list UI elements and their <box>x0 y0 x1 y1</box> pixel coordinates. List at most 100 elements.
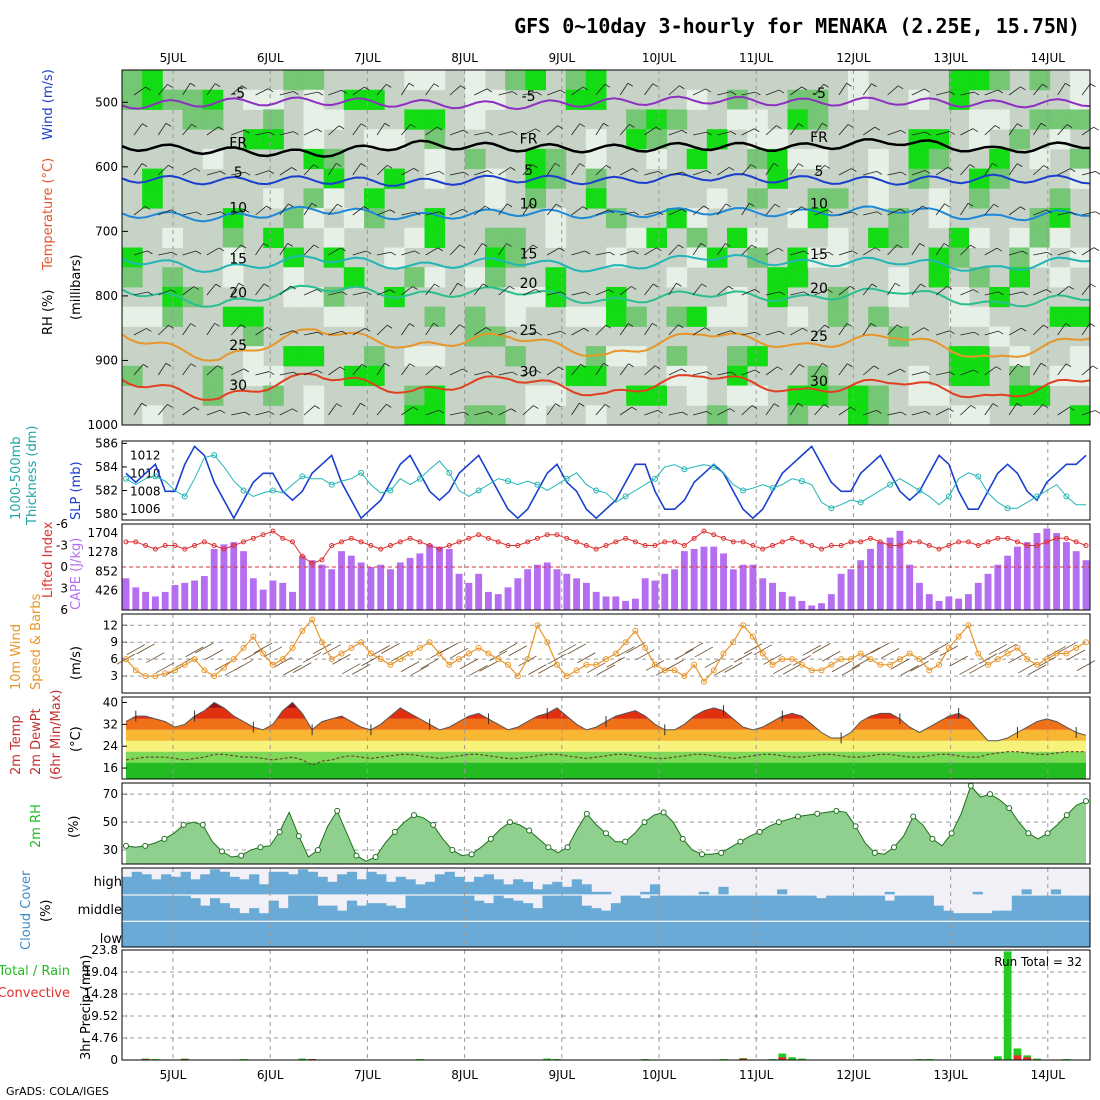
rh-cell <box>948 306 970 327</box>
cape-bar <box>210 548 218 610</box>
wind-barb-flag <box>847 363 853 368</box>
wind-barb <box>936 131 950 136</box>
cloud-cell <box>1021 889 1032 895</box>
rh-cell <box>928 148 950 170</box>
wind-barb <box>790 86 802 96</box>
cloud-cell <box>767 895 778 921</box>
rh-marker <box>315 847 321 854</box>
lifted-index-marker <box>260 532 266 538</box>
wind-barb <box>206 170 221 176</box>
wind-barb-flag <box>390 251 397 256</box>
wind-barb <box>376 84 387 96</box>
rh-cell <box>404 109 425 130</box>
wind-barb <box>741 128 755 136</box>
cloud-cell <box>434 874 446 895</box>
wind-speed-marker <box>1014 644 1021 651</box>
wind-barb-flag <box>512 371 518 376</box>
wind-barb <box>182 250 197 256</box>
wind-barb-flag <box>338 125 345 130</box>
cape-bar <box>641 578 649 610</box>
wind-barb <box>838 168 852 176</box>
rh-cell <box>545 148 567 170</box>
wind-barb <box>255 327 268 336</box>
y-tick-label: 580 <box>95 507 118 521</box>
wind-barb <box>546 403 556 416</box>
wind-barb <box>255 371 270 376</box>
thickness-marker <box>975 473 982 480</box>
lifted-index-marker <box>466 535 472 541</box>
rh-marker <box>487 835 494 842</box>
wind-barb-flag <box>944 203 950 208</box>
thickness-marker <box>475 487 482 494</box>
lifted-index-marker <box>848 539 854 545</box>
rh-marker <box>1025 830 1032 837</box>
wind-barb-flag <box>536 331 542 336</box>
wind-barb <box>381 642 400 654</box>
rh-cell <box>505 306 526 327</box>
wind-barb-flag <box>774 203 781 208</box>
cape-bar <box>553 569 561 610</box>
cape-bar <box>1072 551 1080 610</box>
cloud-cell <box>200 874 211 895</box>
wind-barb <box>911 327 924 336</box>
wind-barb <box>230 283 240 296</box>
cloud-cell <box>415 895 426 921</box>
wind-barb <box>765 366 778 376</box>
wind-barb <box>988 644 1008 655</box>
slp-ylabel: SLP (mb) <box>69 461 84 520</box>
cloud-cell <box>522 903 534 921</box>
wind-barb <box>619 124 630 136</box>
wind-barb-flag <box>803 291 810 296</box>
wind-barb <box>182 211 197 216</box>
cloud-cell <box>650 921 661 947</box>
rh-cell <box>585 365 607 387</box>
wind-barb <box>328 125 340 136</box>
wind-barb-flag <box>530 202 536 207</box>
cloud-cell <box>571 879 582 895</box>
wind-barb <box>1008 363 1019 376</box>
cape-bar <box>338 551 345 610</box>
rh-area <box>126 785 1086 864</box>
cloud-cell <box>131 895 142 921</box>
cloud-cell <box>229 921 240 947</box>
y-tick-label: 12 <box>103 618 118 632</box>
rh-cell <box>323 109 345 130</box>
cloud-cell <box>865 895 876 921</box>
rh-cell <box>283 267 304 288</box>
wind-barb <box>522 164 533 176</box>
lifted-index-marker <box>280 535 286 541</box>
cape-bar <box>769 582 776 610</box>
credit: GrADS: COLA/IGES <box>6 1085 109 1098</box>
wind-barb-flag <box>631 286 637 290</box>
rh-cell <box>1049 365 1071 387</box>
isotherm-label: -5 <box>522 89 536 105</box>
rh-cell <box>485 188 506 209</box>
wind-barb <box>1033 165 1044 176</box>
wind-barb-flag <box>361 363 368 368</box>
wind-barb <box>425 365 437 376</box>
wind-barb <box>303 203 313 216</box>
wind-barb-flag <box>657 211 664 216</box>
isotherm-label: 5 <box>234 165 243 181</box>
wind-barb <box>158 289 172 296</box>
rh-marker <box>161 835 168 842</box>
wind-barb-flag <box>364 86 370 91</box>
wind-speed-marker <box>544 639 551 646</box>
rh-marker <box>1083 798 1089 805</box>
rh-cell <box>565 306 587 327</box>
wind-barb <box>984 163 993 176</box>
rh-cell <box>727 385 748 406</box>
temp-ylabel-b: 2m DewPt <box>29 708 44 775</box>
wind-barb <box>312 643 332 655</box>
wind-barb-flag <box>438 409 445 414</box>
wind-barb-flag <box>923 327 929 332</box>
rh-cell <box>969 227 990 248</box>
cloud-cell <box>170 895 182 921</box>
wind-barb <box>158 209 172 216</box>
lifted-index-marker <box>397 539 403 545</box>
wind-barb <box>155 662 175 674</box>
wind-barb <box>420 658 439 670</box>
wind-barb <box>479 661 498 672</box>
wind-barb-flag <box>190 363 197 368</box>
